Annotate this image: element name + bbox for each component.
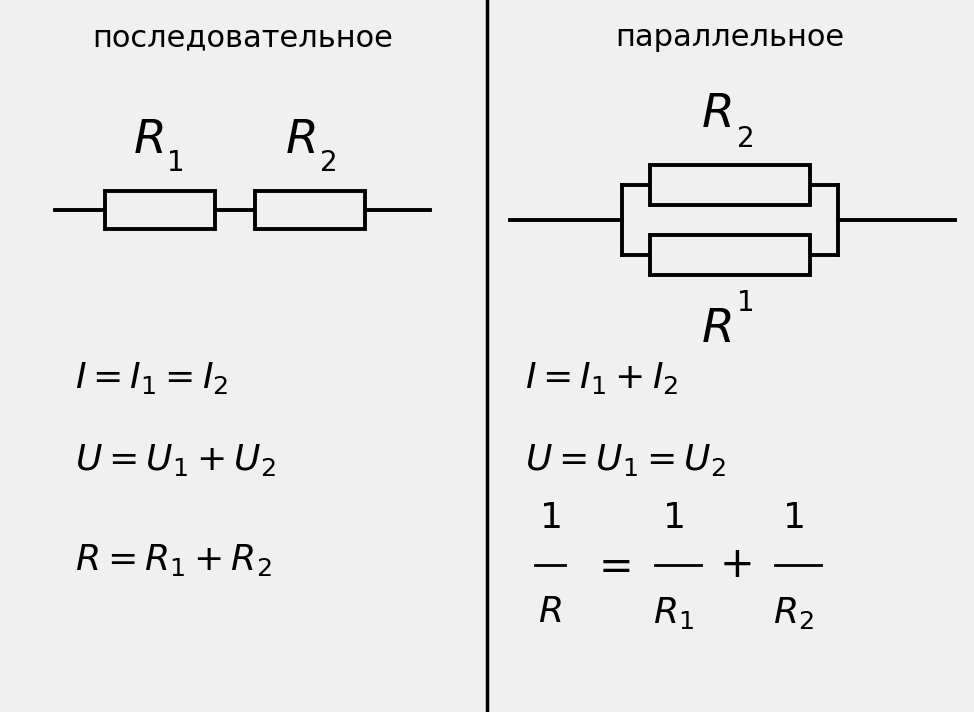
Text: $R$: $R$ [539,595,562,629]
Text: $R_2$: $R_2$ [772,595,813,631]
Text: $=$: $=$ [590,544,630,586]
Text: $1$: $1$ [540,501,561,535]
Text: $\mathit{R}$: $\mathit{R}$ [284,118,316,163]
Text: $U = U_1 + U_2$: $U = U_1 + U_2$ [75,442,276,478]
Text: $R = R_1 + R_2$: $R = R_1 + R_2$ [75,542,272,578]
Text: $\mathit{2}$: $\mathit{2}$ [318,149,335,177]
Text: $\mathit{1}$: $\mathit{1}$ [735,289,753,317]
Text: $\mathit{R}$: $\mathit{R}$ [132,118,164,163]
Text: $\mathit{R}$: $\mathit{R}$ [701,92,731,137]
Text: $\mathit{2}$: $\mathit{2}$ [735,125,753,153]
Bar [255,191,365,229]
Text: $+$: $+$ [719,544,751,586]
Text: $\mathit{1}$: $\mathit{1}$ [167,149,183,177]
Text: $U = U_1 = U_2$: $U = U_1 = U_2$ [525,442,726,478]
Bar [650,235,810,275]
Text: $1$: $1$ [662,501,684,535]
Text: $I = I_1 = I_2$: $I = I_1 = I_2$ [75,360,228,396]
Text: $R_1$: $R_1$ [653,595,693,631]
Text: последовательное: последовательное [93,23,393,53]
Text: $1$: $1$ [782,501,804,535]
Text: $I = I_1 + I_2$: $I = I_1 + I_2$ [525,360,678,396]
Bar [650,165,810,205]
Text: $\mathit{R}$: $\mathit{R}$ [701,307,731,352]
Bar [105,191,215,229]
Text: параллельное: параллельное [616,23,844,53]
